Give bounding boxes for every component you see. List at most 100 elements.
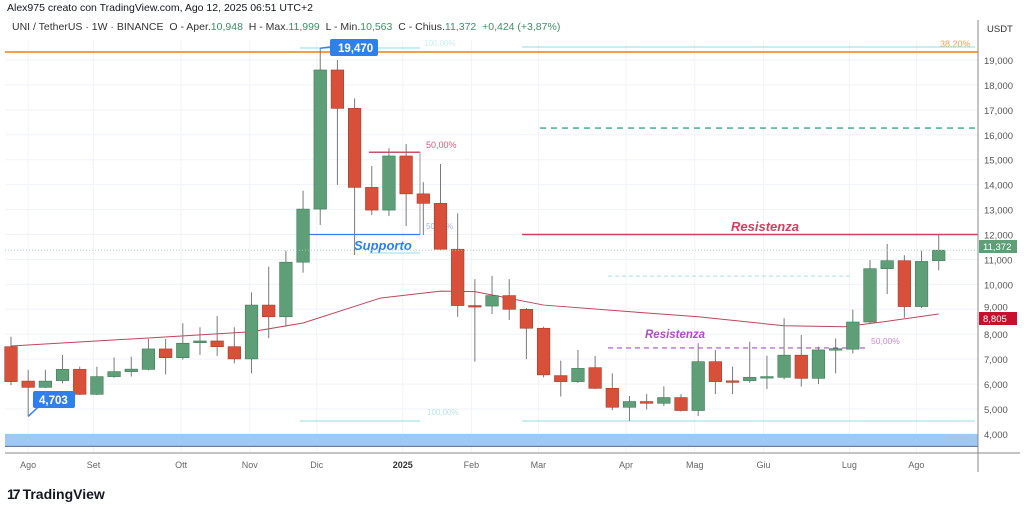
candle-body: [485, 295, 499, 307]
candle-body: [433, 203, 448, 250]
chart-credit: Alex975 creato con TradingView.com, Ago …: [7, 2, 313, 14]
candle-body: [210, 340, 224, 347]
candle-48: [829, 338, 843, 374]
price-tick-label: 18,000: [984, 81, 1013, 92]
candle-14: [244, 292, 259, 374]
fib-label-50-purple: 50,00%: [871, 336, 900, 346]
fib-label-100-top: 100,00%: [424, 39, 456, 48]
candle-37: [640, 394, 654, 410]
time-tick-label: Dic: [310, 460, 323, 470]
candle-13: [227, 327, 241, 364]
candle-1: [21, 369, 35, 417]
change-value: +0,424 (+3,87%): [482, 21, 561, 33]
candle-34: [588, 355, 602, 390]
candle-9: [159, 338, 173, 375]
candle-body: [159, 348, 173, 358]
fib-label-50-red: 50,00%: [426, 140, 457, 150]
candle-body: [90, 376, 104, 395]
candle-18: [313, 48, 327, 226]
candle-body: [829, 348, 843, 351]
candle-body: [193, 340, 207, 344]
candle-29: [502, 279, 516, 321]
candle-body: [640, 401, 654, 404]
time-tick-label: Ago: [20, 460, 36, 470]
price-tick-label: 12,000: [984, 231, 1013, 242]
candle-body: [502, 295, 516, 310]
price-tick-label: 9,000: [984, 302, 1008, 313]
candle-36: [622, 396, 637, 421]
candle-33: [571, 349, 585, 383]
time-tick-label: Nov: [242, 460, 259, 470]
candle-54: [932, 234, 946, 271]
candle-0: [4, 336, 18, 386]
candle-body: [55, 369, 70, 381]
candle-23: [399, 144, 413, 227]
symbol-legend: UNI / TetherUS · 1W · BINANCE O - Aper.1…: [12, 21, 560, 33]
price-tick-label: 11,000: [984, 255, 1012, 266]
time-tick-label: Ott: [175, 460, 188, 470]
candle-38: [657, 386, 671, 407]
candle-body: [4, 346, 18, 382]
time-tick-label: Ago: [908, 460, 924, 470]
candle-body: [365, 187, 379, 211]
open-label: O - Aper.: [169, 21, 211, 33]
price-tick-label: 5,000: [984, 405, 1008, 416]
candle-50: [863, 259, 877, 325]
candle-body: [124, 368, 138, 372]
candle-body: [588, 367, 602, 389]
currency-label: USDT: [987, 24, 1013, 35]
candle-body: [760, 376, 774, 379]
candle-body: [21, 380, 35, 388]
candle-12: [210, 316, 224, 356]
candle-body: [743, 377, 757, 381]
candle-body: [674, 397, 688, 411]
candle-body: [141, 348, 156, 370]
price-tick-label: 8,000: [984, 330, 1008, 341]
candle-body: [451, 248, 465, 306]
candle-32: [554, 360, 568, 397]
support-label: Supporto: [354, 238, 412, 253]
candle-body: [536, 327, 551, 376]
tradingview-logo-icon: 17: [7, 486, 21, 502]
candle-body: [777, 354, 791, 378]
time-tick-label: 2025: [393, 460, 413, 470]
candle-body: [38, 380, 52, 388]
last-price-label: 11,372: [983, 242, 1011, 253]
ma-price-label: 8,805: [983, 314, 1007, 325]
candle-body: [605, 388, 619, 408]
candle-body: [708, 361, 722, 382]
candle-body: [811, 349, 826, 379]
candle-body: [725, 380, 740, 383]
candle-3: [55, 354, 70, 384]
candle-body: [227, 346, 241, 360]
price-tick-label: 7,000: [984, 355, 1008, 366]
time-tick-label: Lug: [842, 460, 857, 470]
candle-body: [468, 305, 482, 308]
candle-11: [193, 327, 207, 355]
price-tick-label: 16,000: [984, 131, 1013, 142]
tradingview-logo[interactable]: 17 TradingView: [7, 486, 105, 502]
candle-body: [571, 368, 585, 382]
symbol-name[interactable]: UNI / TetherUS · 1W · BINANCE: [12, 21, 164, 33]
candle-35: [605, 373, 619, 411]
ma-price-tag: [979, 312, 1017, 325]
minor-resistance-label: Resistenza: [645, 329, 706, 341]
price-tick-label: 17,000: [984, 106, 1013, 117]
candle-body: [794, 354, 808, 379]
high-label: H - Max.: [248, 21, 289, 33]
candle-46: [794, 334, 808, 387]
candle-body: [519, 308, 533, 329]
candle-body: [107, 371, 121, 377]
low-marker-label: 4,703: [39, 395, 68, 407]
candle-body: [622, 401, 637, 408]
candle-39: [674, 394, 688, 412]
fib-zero-band: [5, 433, 978, 447]
candle-51: [880, 243, 894, 295]
candle-8: [141, 338, 156, 371]
time-tick-label: Mag: [686, 460, 704, 470]
candle-40: [691, 343, 705, 417]
candle-44: [760, 355, 774, 390]
time-tick-label: Feb: [464, 460, 480, 470]
candle-19: [330, 60, 345, 185]
